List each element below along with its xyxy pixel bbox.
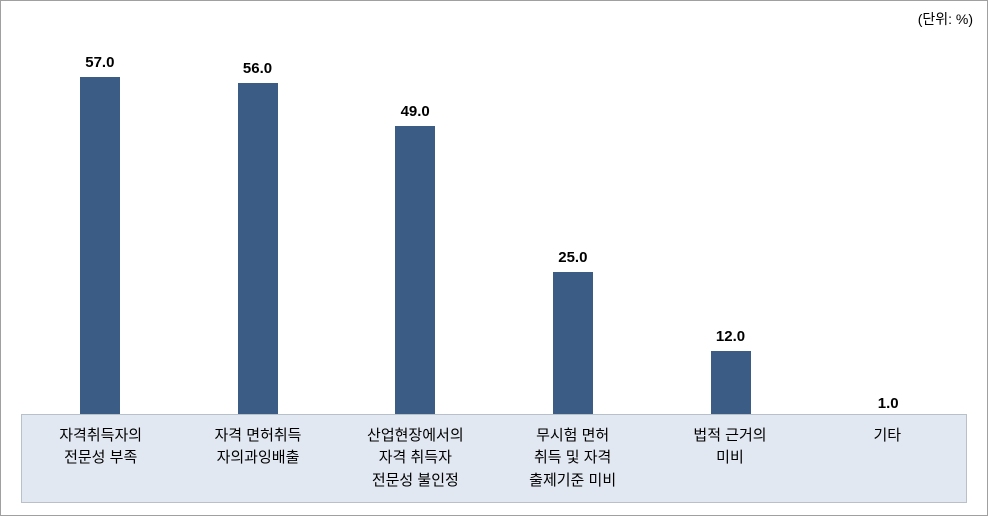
x-axis-labels: 자격취득자의 전문성 부족 자격 면허취득 자의과잉배출 산업현장에서의 자격 … (21, 414, 967, 504)
bar (80, 77, 120, 424)
plot-area: 57.0 56.0 49.0 25.0 12.0 1.0 (21, 33, 967, 425)
bar-col: 56.0 (179, 33, 337, 424)
bar (238, 83, 278, 424)
bar-col: 1.0 (809, 33, 967, 424)
bar-col: 57.0 (21, 33, 179, 424)
bar-value: 57.0 (85, 54, 114, 71)
x-label: 산업현장에서의 자격 취득자 전문성 불인정 (337, 425, 494, 493)
x-label: 법적 근거의 미비 (651, 425, 808, 493)
x-label: 기타 (809, 425, 966, 493)
x-label: 자격 면허취득 자의과잉배출 (179, 425, 336, 493)
bar-col: 49.0 (336, 33, 494, 424)
bar-col: 12.0 (652, 33, 810, 424)
unit-label: (단위: %) (918, 9, 973, 29)
bar-value: 25.0 (558, 249, 587, 266)
bar-value: 12.0 (716, 328, 745, 345)
bar (395, 126, 435, 424)
x-label: 자격취득자의 전문성 부족 (22, 425, 179, 493)
bar (553, 272, 593, 424)
chart-frame: (단위: %) 57.0 56.0 49.0 25.0 12.0 1.0 자격취… (0, 0, 988, 516)
bar-value: 56.0 (243, 60, 272, 77)
bar-value: 49.0 (401, 103, 430, 120)
bar-col: 25.0 (494, 33, 652, 424)
x-label: 무시험 면허 취득 및 자격 출제기준 미비 (494, 425, 651, 493)
bar-value: 1.0 (878, 395, 899, 412)
